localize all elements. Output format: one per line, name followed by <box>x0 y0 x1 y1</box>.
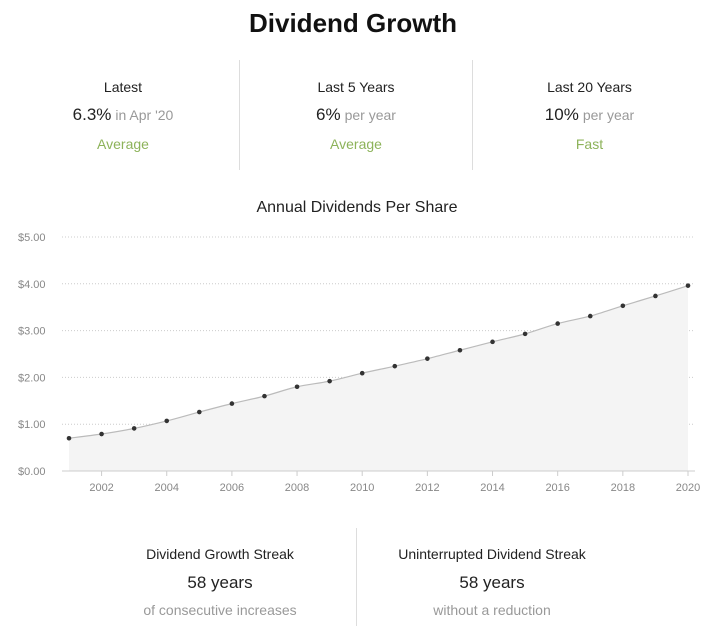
data-point <box>359 370 365 376</box>
x-tick-label: 2018 <box>611 482 635 494</box>
data-points <box>66 283 691 441</box>
stat-value: 6.3% <box>72 105 112 124</box>
stat-value: 10% <box>544 105 579 124</box>
data-point <box>131 426 137 431</box>
stat-label: Last 5 Years <box>317 79 395 95</box>
stat-sub: in Apr '20 <box>115 107 174 123</box>
streak-sub: of consecutive increases <box>143 602 297 618</box>
data-point <box>653 293 658 299</box>
stat-divider <box>239 60 240 170</box>
streak-divider <box>356 528 357 626</box>
x-tick-label: 2014 <box>480 482 504 494</box>
data-point <box>229 401 235 406</box>
x-tick-label: 2016 <box>545 482 569 494</box>
streak-label: Uninterrupted Dividend Streak <box>398 546 586 562</box>
stat-rating: Average <box>97 136 149 152</box>
data-point <box>425 356 430 361</box>
x-tick-label: 2012 <box>415 482 439 494</box>
stat-last-5-years: Last 5 Years 6% per year Average <box>240 60 472 170</box>
streak-uninterrupted: Uninterrupted Dividend Streak 58 years w… <box>357 528 627 627</box>
x-tick-label: 2006 <box>220 482 244 494</box>
y-tick-label: $5.00 <box>18 232 46 244</box>
stat-divider <box>472 60 473 170</box>
area-fill <box>69 285 688 471</box>
data-point <box>490 339 495 345</box>
stat-value-row: 6% per year <box>240 105 472 125</box>
data-point <box>685 283 691 288</box>
chart-title: Annual Dividends Per Share <box>256 199 458 216</box>
stat-label: Latest <box>103 79 143 95</box>
data-point <box>327 378 332 384</box>
streak-growth: Dividend Growth Streak 58 years of conse… <box>80 528 360 627</box>
x-tick-label: 2002 <box>89 482 113 494</box>
page-title: Dividend Growth <box>249 8 457 38</box>
data-point <box>164 418 170 424</box>
stat-latest: Latest 6.3% in Apr '20 Average <box>8 60 238 170</box>
data-point <box>99 431 104 437</box>
data-point <box>620 303 626 309</box>
dividend-stats: Latest 6.3% in Apr '20 Average Last 5 Yea… <box>8 60 706 170</box>
y-tick-label: $1.00 <box>18 419 46 431</box>
x-tick-label: 2004 <box>154 482 178 494</box>
stat-rating: Fast <box>575 136 604 152</box>
stat-label: Last 20 Years <box>547 79 632 95</box>
stat-value-row: 10% per year <box>473 105 706 125</box>
x-tick-label: 2020 <box>676 482 700 494</box>
dividends-chart: $0.00$1.00$2.00$3.00$4.00$5.00 2002 2004 2… <box>18 232 700 494</box>
streak-label: Dividend Growth Streak <box>146 546 294 562</box>
stat-sub: per year <box>582 107 635 123</box>
streak-value: 58 years <box>187 573 253 592</box>
x-tick-label: 2008 <box>285 482 309 494</box>
stat-value: 6% <box>316 105 341 124</box>
y-axis: $0.00 $1.00 $2.00 $3.00 $4.00 $5.00 <box>18 232 46 478</box>
data-point <box>522 331 528 337</box>
data-point <box>392 363 398 369</box>
data-point <box>197 409 202 415</box>
data-point <box>294 384 300 390</box>
data-point <box>457 347 463 353</box>
y-tick-label: $4.00 <box>18 279 46 291</box>
streak-sub: without a reduction <box>433 602 551 618</box>
data-point <box>587 313 593 319</box>
dividend-streaks: Dividend Growth Streak 58 years of conse… <box>0 528 706 627</box>
stat-rating: Average <box>330 136 382 152</box>
y-tick-label: $0.00 <box>18 466 46 478</box>
y-tick-label: $2.00 <box>18 372 46 384</box>
x-tick-label: 2010 <box>350 482 374 494</box>
y-tick-label: $3.00 <box>18 326 46 338</box>
stat-sub: per year <box>344 107 396 123</box>
data-point <box>66 435 72 441</box>
x-axis: 2002 2004 2006 2008 2010 2012 2014 2016 2018 2020 <box>89 471 700 494</box>
data-point <box>262 393 267 399</box>
stat-last-20-years: Last 20 Years 10% per year Fast <box>473 60 706 170</box>
stat-value-row: 6.3% in Apr '20 <box>8 105 238 125</box>
data-point <box>555 321 560 326</box>
series-line <box>68 285 689 439</box>
streak-value: 58 years <box>459 573 525 592</box>
